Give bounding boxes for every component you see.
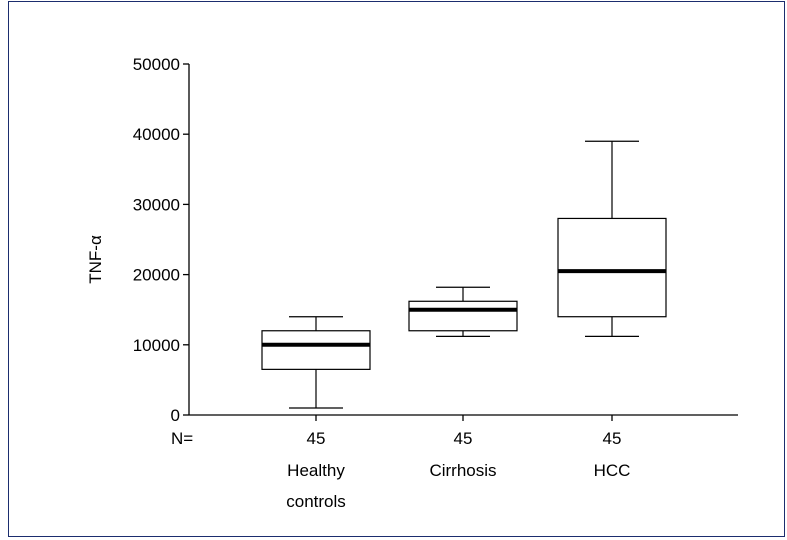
category-label: HCC — [594, 461, 631, 480]
n-value: 45 — [307, 429, 326, 448]
y-axis: 0 10000 20000 30000 40000 50000 TNF-α — [86, 55, 190, 425]
boxes — [261, 140, 667, 409]
n-value: 45 — [454, 429, 473, 448]
box-1 — [408, 286, 518, 337]
n-value: 45 — [603, 429, 622, 448]
category-label: Cirrhosis — [429, 461, 496, 480]
box-0 — [261, 316, 371, 409]
boxplot-chart: 0 10000 20000 30000 40000 50000 TNF-α N= 45 Hea… — [86, 55, 738, 511]
y-tick-label: 0 — [171, 406, 180, 425]
y-tick-label: 20000 — [133, 266, 180, 285]
iqr-box — [408, 300, 518, 332]
iqr-box — [261, 330, 371, 370]
y-tick-label: 40000 — [133, 125, 180, 144]
chart-frame: 0 10000 20000 30000 40000 50000 TNF-α N= 45 Hea… — [8, 1, 785, 537]
x-axis: N= — [171, 414, 738, 448]
category-label: Healthy — [287, 461, 345, 480]
y-tick-label: 30000 — [133, 195, 180, 214]
y-axis-label: TNF-α — [86, 235, 105, 284]
category-labels: 45 Healthy controls 45 Cirrhosis 45 HCC — [286, 429, 630, 511]
y-tick-label: 50000 — [133, 55, 180, 74]
n-label: N= — [171, 429, 193, 448]
y-tick-label: 10000 — [133, 336, 180, 355]
box-2 — [557, 140, 667, 337]
iqr-box — [557, 217, 667, 318]
category-label: controls — [286, 492, 346, 511]
